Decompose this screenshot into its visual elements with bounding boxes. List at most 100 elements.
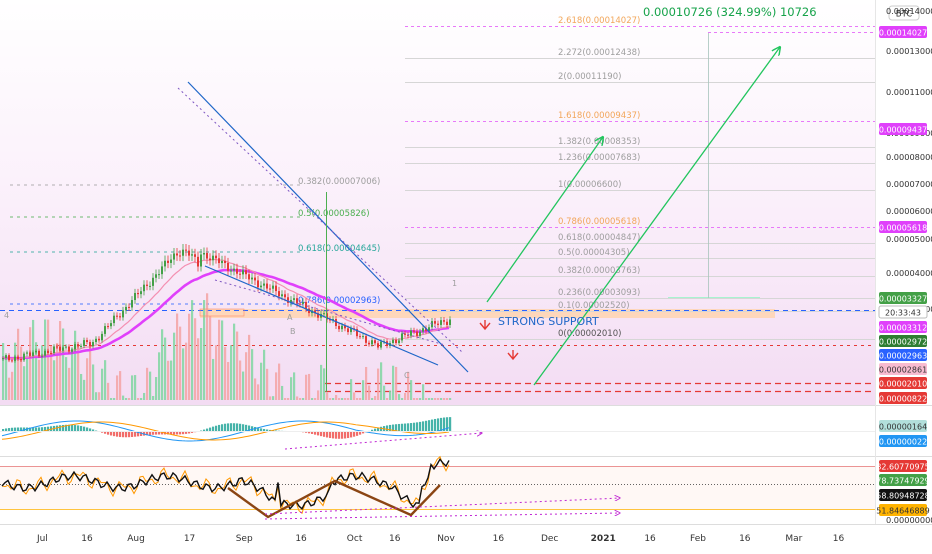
volume-bar <box>239 360 242 400</box>
volume-bar <box>275 372 278 400</box>
projection-arrows[interactable] <box>479 47 780 386</box>
volume-bar <box>203 300 206 400</box>
volume-bar <box>209 316 212 400</box>
candles[interactable] <box>2 244 451 363</box>
time-axis-tick: 16 <box>644 534 656 544</box>
macd-tag <box>879 435 927 447</box>
volume-bar <box>14 342 17 400</box>
price-tag <box>879 377 927 389</box>
volume-bar <box>137 398 140 400</box>
rsi-pattern-line <box>227 479 441 519</box>
candle-body <box>5 355 7 359</box>
fib-retrace-label: 0.382(0.00007006) <box>298 177 380 187</box>
rsi-indicator <box>0 455 875 520</box>
macd-histogram-bar <box>185 431 188 434</box>
macd-histogram-bar <box>152 431 155 435</box>
volume-bar <box>68 367 71 400</box>
candle-body <box>218 258 220 264</box>
macd-histogram-bar <box>440 417 443 431</box>
volume-bar <box>116 375 119 400</box>
candle-body <box>119 316 121 318</box>
candle-body <box>2 358 4 360</box>
volume-bar <box>296 396 299 400</box>
volume-bar <box>344 398 347 400</box>
volume-bar <box>314 398 317 400</box>
wave-label: A <box>287 313 293 322</box>
price-tag-text: 0.00009437 <box>879 125 927 134</box>
price-tag-text: 0.00000822 <box>879 394 927 403</box>
candle-body <box>191 254 193 256</box>
price-tag <box>879 26 927 38</box>
candle-body <box>212 255 214 261</box>
candle-body <box>35 350 37 353</box>
rsi-tag <box>879 460 927 472</box>
macd-histogram-bar <box>116 431 119 437</box>
candle-body <box>317 313 319 318</box>
candle-body <box>80 345 82 347</box>
candle-body <box>329 319 331 321</box>
macd-histogram-bar <box>350 431 353 438</box>
candle-body <box>62 347 64 351</box>
volume-bar <box>140 398 143 400</box>
volume-bar <box>74 330 77 400</box>
volume-bar <box>323 368 326 400</box>
price-tag-text: 0.00002972 <box>879 337 927 346</box>
volume-bar <box>17 328 20 400</box>
ema-line-slow <box>1 268 450 360</box>
macd-histogram-bar <box>47 426 50 431</box>
volume-bar <box>377 368 380 400</box>
volume-bar <box>245 352 248 400</box>
price-axis-tick: 0.00008000 <box>886 152 932 162</box>
candle-body <box>323 313 325 315</box>
time-axis-tick: Sep <box>236 534 253 544</box>
candle-body <box>260 285 262 288</box>
volume-bar <box>257 384 260 400</box>
symbol-badge[interactable] <box>888 5 920 21</box>
candle-body <box>170 259 172 263</box>
candle-body <box>158 274 160 276</box>
macd-tag-text: 0.00000164 <box>879 422 927 431</box>
macd-histogram-bar <box>239 423 242 431</box>
candle-body <box>110 323 112 327</box>
wave-label: 4 <box>4 311 9 320</box>
candle-body <box>419 331 421 336</box>
price-axis[interactable]: 0.000140000.000130000.000110000.00009000… <box>886 6 932 525</box>
macd-histogram-bar <box>233 423 236 431</box>
candle-body <box>17 356 19 360</box>
macd-histogram-bar <box>71 424 74 431</box>
volume-bar <box>107 382 110 400</box>
candle-body <box>215 255 217 259</box>
candle-body <box>32 352 34 356</box>
volume-bar <box>221 320 224 400</box>
fib-retrace-label: 0.618(0.00004645) <box>298 244 380 254</box>
macd-histogram-bar <box>131 431 134 437</box>
volume-bar <box>71 348 74 400</box>
candle-body <box>443 320 445 322</box>
candle-body <box>44 350 46 356</box>
macd-histogram-bar <box>398 423 401 431</box>
trend-lines[interactable]: 4 AB C 1 <box>4 81 469 392</box>
time-axis[interactable]: Jul 16 Aug 17 Sep 16 Oct 16 Nov 16 Dec 2021 16 Feb 16 M… <box>36 534 845 544</box>
volume-bar <box>62 328 65 400</box>
volume-bar <box>440 398 443 400</box>
macd-histogram-bar <box>257 427 260 431</box>
macd-histogram-bar <box>323 431 326 437</box>
candle-body <box>359 336 361 338</box>
price-axis-tick: 0.00014000 <box>886 6 932 16</box>
volume-bar <box>365 366 368 400</box>
time-axis-tick: 16 <box>81 534 93 544</box>
volume-bar <box>335 394 338 400</box>
macd-histogram-bar <box>119 431 122 438</box>
macd-histogram-bar <box>410 423 413 431</box>
volume-bar <box>113 398 116 400</box>
candle-body <box>440 320 442 325</box>
volume-bar <box>95 392 98 400</box>
fib-level-label: 0.786(0.00005618) <box>558 217 640 227</box>
macd-histogram-bar <box>374 428 377 431</box>
volume-bar <box>263 349 266 400</box>
symbol-badge-text: BTC <box>896 10 913 20</box>
macd-histogram-bar <box>50 426 53 431</box>
volume-bar <box>284 398 287 400</box>
